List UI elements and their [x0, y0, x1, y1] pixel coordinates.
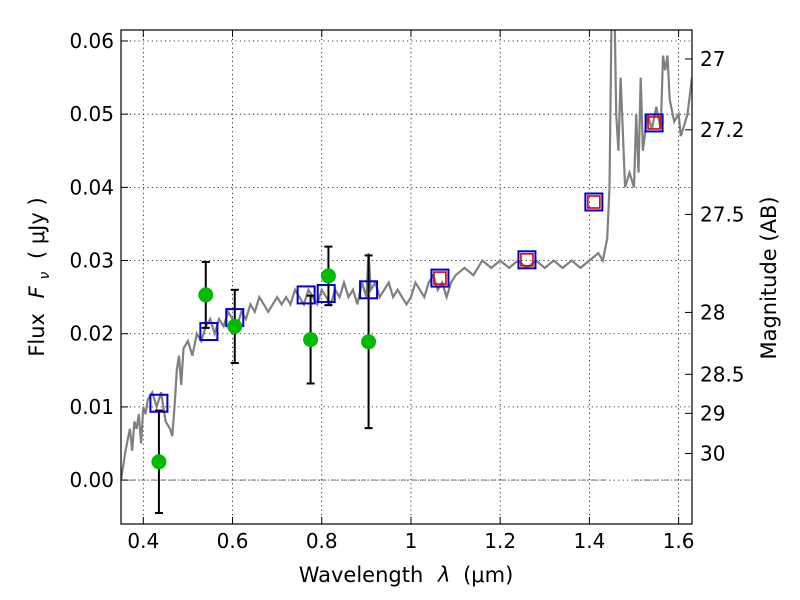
y-tick-label: 0.03 — [69, 249, 114, 273]
magnitude-tick-label: 29 — [700, 401, 725, 425]
y-axis-ticks: 0.00 0.01 0.02 0.03 0.04 0.05 0.06 — [69, 29, 128, 492]
x-tick-label: 1.6 — [663, 529, 695, 553]
x-axis-ticks: 0.4 0.6 0.8 1 1.2 1.4 1.6 — [127, 30, 695, 553]
photometry-point — [198, 287, 214, 303]
x-tick-label: 0.8 — [306, 529, 338, 553]
x-axis-title-lambda: λ — [437, 563, 450, 587]
x-tick-label: 1 — [405, 529, 418, 553]
x-axis-title-units: (μm) — [463, 563, 513, 587]
model-flux-square — [644, 113, 664, 133]
model-spectrum-line — [121, 30, 692, 481]
filter-marker-square — [647, 116, 661, 130]
plot-background — [121, 30, 692, 524]
model-flux-square — [517, 250, 537, 270]
magnitude-tick-label: 28 — [700, 300, 725, 324]
filter-marker-square — [520, 253, 534, 267]
photometry-point — [151, 454, 167, 470]
y-axis-title-symbol: F — [25, 285, 49, 298]
model-flux-markers — [149, 113, 664, 413]
y-tick-label: 0.02 — [69, 322, 114, 346]
filter-markers — [433, 116, 661, 285]
magnitude-tick-label: 27.5 — [700, 202, 745, 226]
model-flux-square — [430, 268, 450, 288]
x-tick-label: 1.4 — [573, 529, 605, 553]
y-axis-title-prefix: Flux — [25, 313, 49, 357]
y-tick-label: 0.00 — [69, 468, 114, 492]
model-flux-square — [359, 280, 379, 300]
magnitude-tick-label: 28.5 — [700, 362, 745, 386]
y-tick-label: 0.04 — [69, 175, 114, 199]
filter-marker-square — [433, 271, 447, 285]
y-tick-label: 0.05 — [69, 102, 114, 126]
model-flux-square — [296, 285, 316, 305]
y-axis-title: Flux F ν ( μJy ) — [25, 197, 54, 356]
x-tick-label: 1.2 — [484, 529, 516, 553]
y-tick-label: 0.06 — [69, 29, 114, 53]
y-tick-label: 0.01 — [69, 395, 114, 419]
x-axis-title-prefix: Wavelength — [299, 563, 424, 587]
magnitude-tick-label: 27.2 — [700, 118, 745, 142]
photometry-point — [320, 268, 336, 284]
photometry-markers — [151, 268, 377, 470]
x-axis-title: Wavelength λ (μm) — [299, 563, 514, 587]
x-tick-label: 0.4 — [127, 529, 159, 553]
model-flux-square — [316, 283, 336, 303]
photometry-point — [227, 318, 243, 334]
magnitude-axis-title: Magnitude (AB) — [757, 196, 781, 359]
filter-marker-square — [587, 195, 601, 209]
y-axis-title-subscript: ν — [37, 272, 53, 280]
model-flux-square — [584, 192, 604, 212]
plot-frame — [120, 29, 693, 525]
photometry-point — [303, 332, 319, 348]
magnitude-tick-label: 27 — [700, 47, 725, 71]
y-axis-title-units: ( μJy ) — [25, 197, 49, 259]
photometry-point — [361, 334, 377, 350]
magnitude-tick-label: 30 — [700, 442, 725, 466]
x-tick-label: 0.6 — [217, 529, 249, 553]
model-flux-square — [199, 322, 219, 342]
magnitude-axis-ticks: 27 27.2 27.5 28 28.5 29 30 — [685, 47, 745, 466]
model-flux-square — [149, 393, 169, 413]
